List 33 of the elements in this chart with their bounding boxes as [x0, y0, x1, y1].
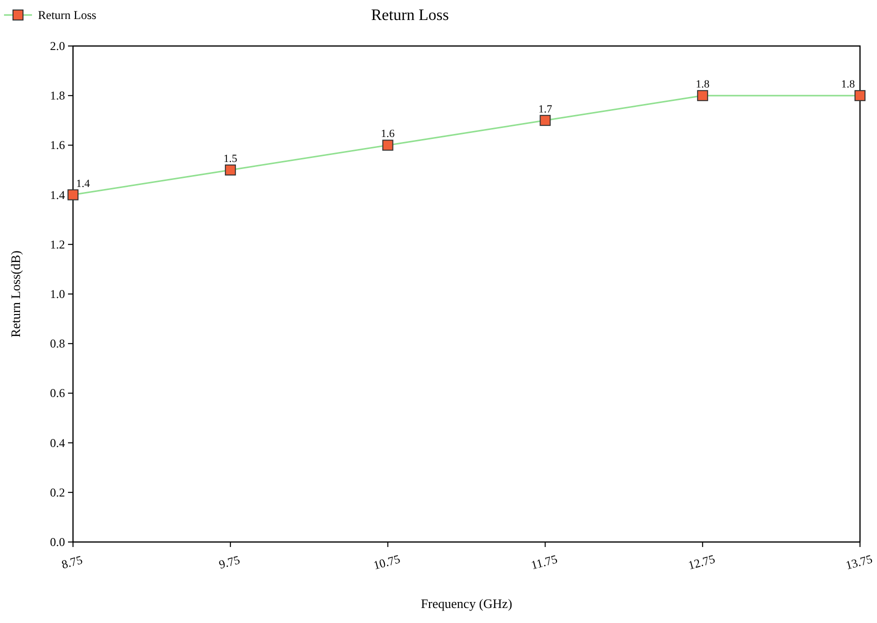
x-tick-label: 13.75 [844, 552, 874, 572]
y-tick-label: 0.2 [50, 485, 65, 500]
y-tick-label: 1.2 [50, 237, 65, 252]
y-tick-label: 2.0 [50, 39, 65, 53]
x-tick-label: 11.75 [530, 552, 559, 572]
y-tick-label: 0.0 [50, 535, 65, 549]
data-label: 1.7 [538, 103, 553, 116]
y-axis-title: Return Loss(dB) [8, 250, 23, 338]
y-tick-label: 1.6 [50, 138, 65, 152]
x-axis-title: Frequency (GHz) [420, 596, 512, 611]
x-tick-label: 12.75 [686, 552, 716, 572]
x-tick-label: 10.75 [372, 552, 402, 572]
point [697, 90, 708, 102]
y-tick-label: 1.0 [50, 287, 65, 301]
y-tick-label: 0.4 [50, 436, 65, 450]
y-tick-label: 0.6 [50, 386, 65, 400]
data-label: 1.6 [380, 128, 396, 140]
point [540, 114, 551, 126]
data-label: 1.8 [696, 78, 710, 91]
data-label: 1.8 [841, 78, 856, 91]
x-tick-label: 9.75 [217, 552, 242, 572]
chart-title: Return Loss [371, 7, 449, 24]
point [224, 164, 236, 176]
y-tick-label: 1.4 [50, 188, 65, 202]
point [854, 90, 866, 102]
data-label: 1.4 [76, 178, 90, 190]
y-tick-label: 1.8 [50, 88, 65, 103]
x-tick-label: 8.75 [60, 552, 84, 572]
y-tick-label: 0.8 [50, 336, 65, 351]
point [68, 189, 78, 200]
legend-label: Return Loss [38, 8, 97, 22]
point [382, 140, 394, 151]
data-label: 1.5 [224, 153, 238, 165]
